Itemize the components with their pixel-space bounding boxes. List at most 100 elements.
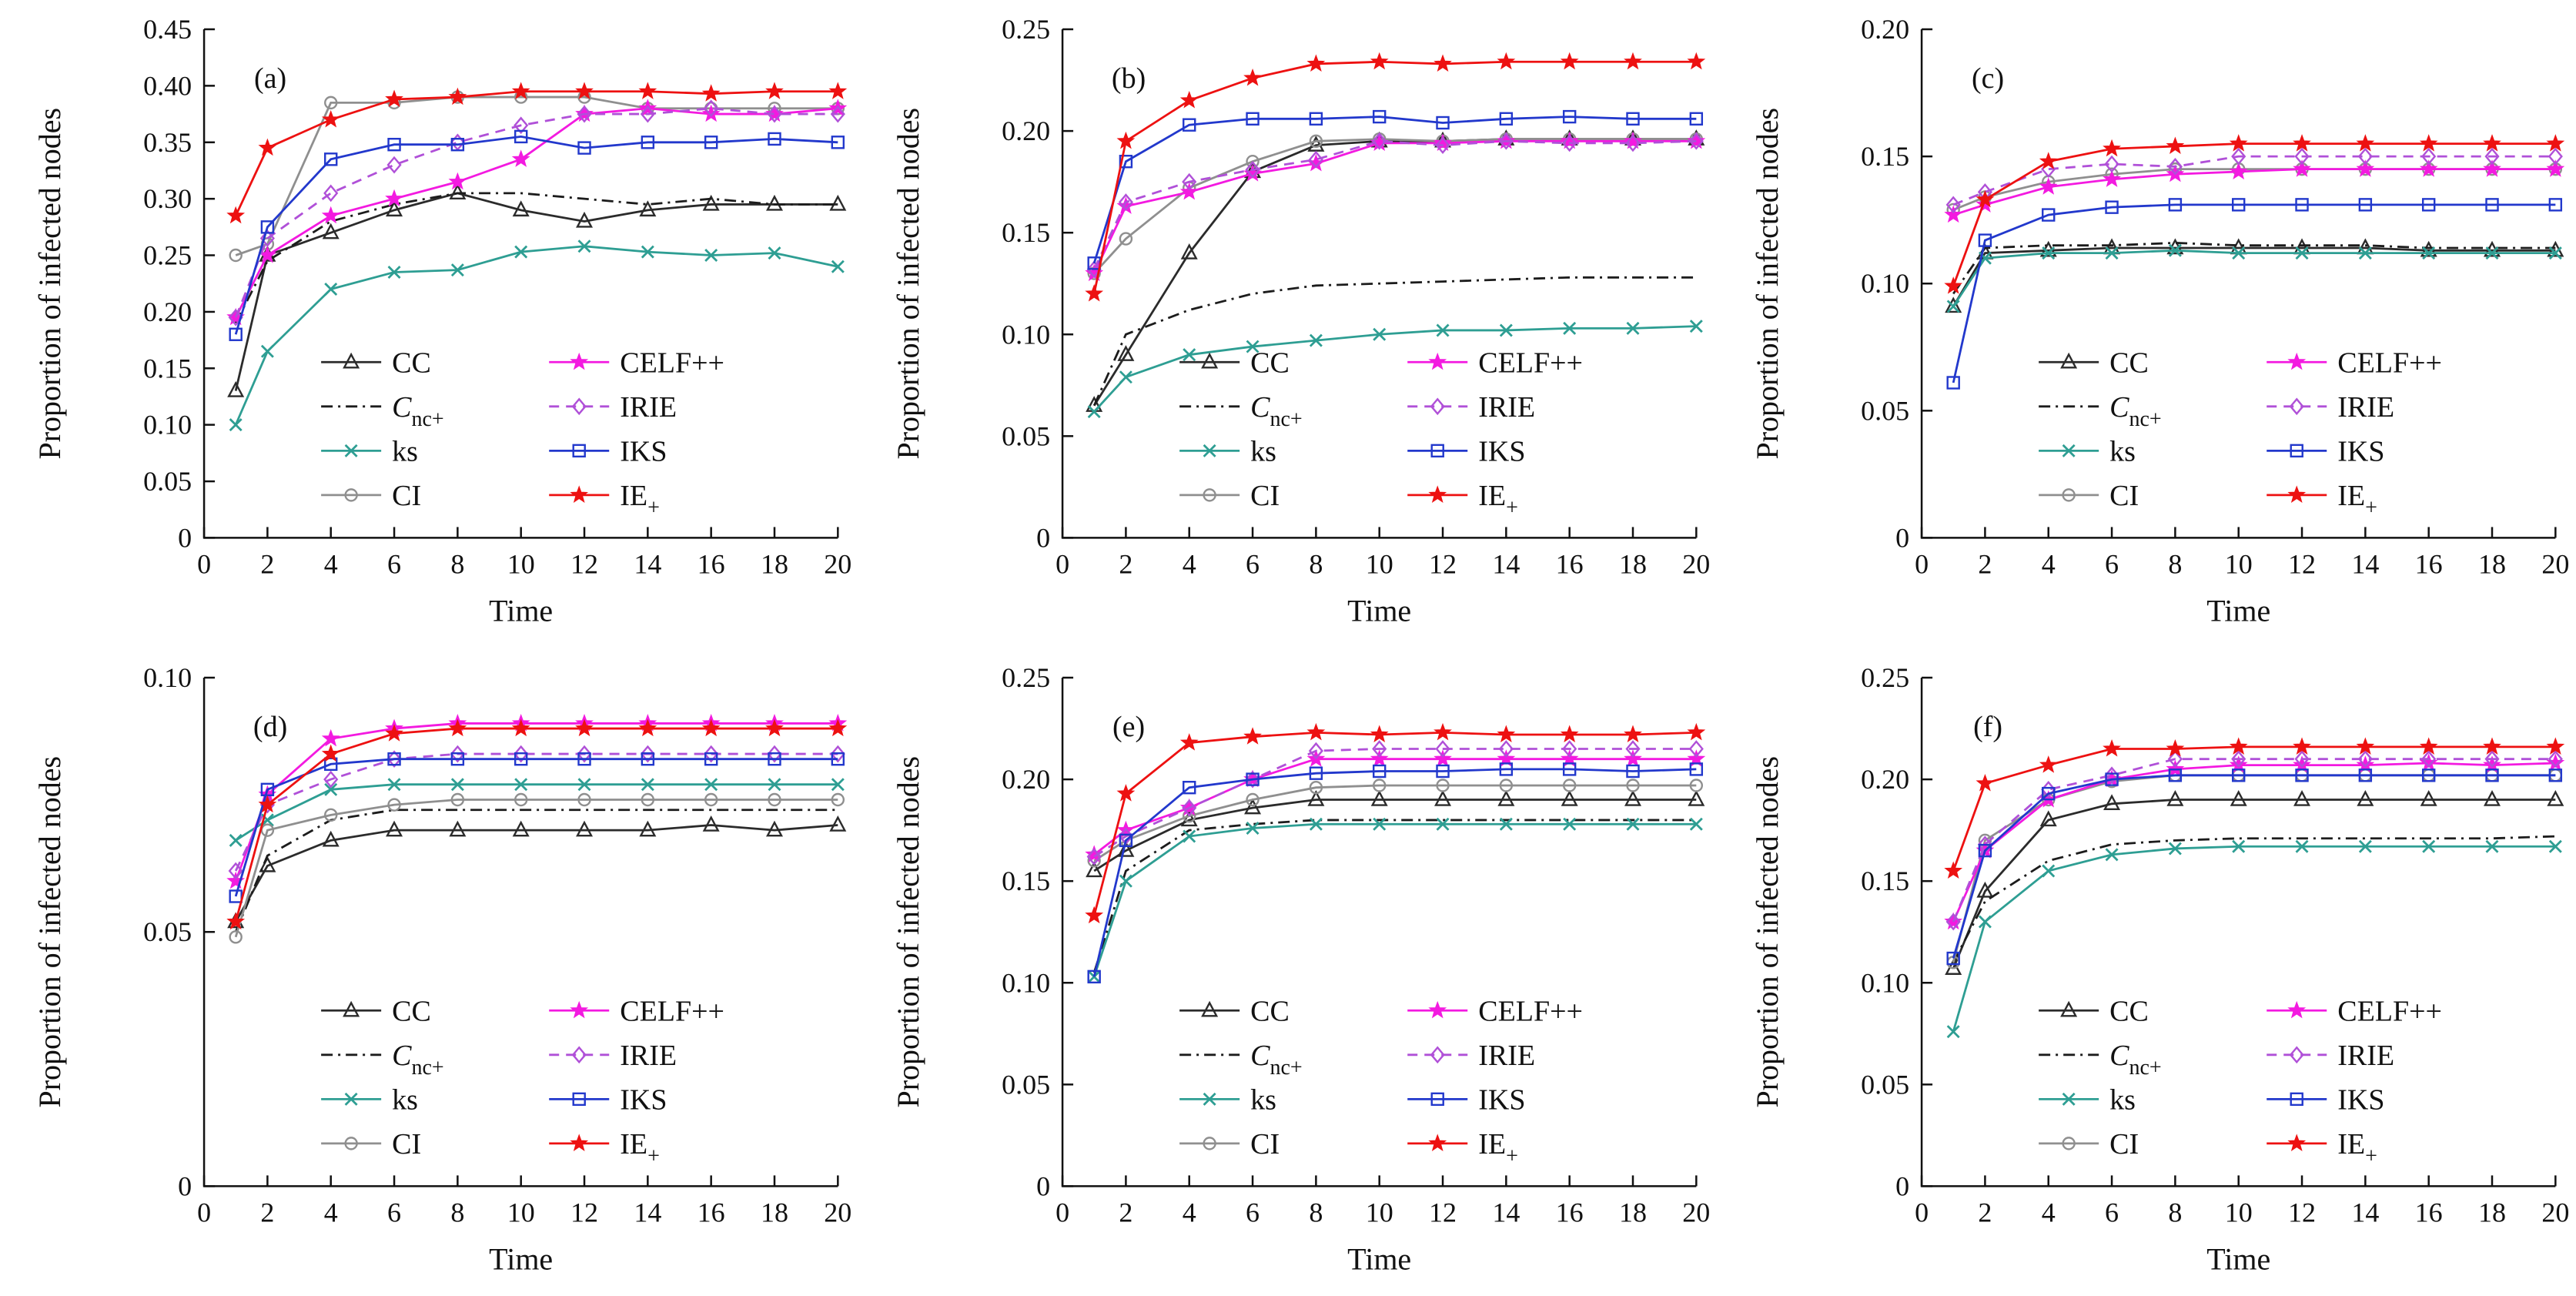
x-marker <box>1310 817 1323 831</box>
x-marker <box>1563 817 1577 831</box>
legend-label: ks <box>2109 435 2136 467</box>
legend-entry-IE: IE+ <box>1407 1127 1518 1167</box>
panel-tag: (e) <box>1112 711 1145 743</box>
circle-marker <box>1203 1136 1217 1150</box>
triangle-marker <box>343 352 360 369</box>
panel-background <box>1717 648 2576 1296</box>
legend-label: CI <box>1250 480 1280 512</box>
square-marker <box>514 129 528 144</box>
y-tick-label: 0.35 <box>143 127 192 158</box>
x-tick-label: 14 <box>1493 1197 1521 1227</box>
star-marker <box>321 728 340 746</box>
square-marker <box>1499 112 1514 126</box>
star-marker <box>1975 195 1994 213</box>
star-marker <box>1180 91 1199 109</box>
legend-entry-ks: ks <box>321 1083 418 1116</box>
x-marker <box>1088 405 1102 419</box>
star-marker <box>2229 162 2248 179</box>
panel-background <box>1717 0 2576 648</box>
y-tick-label: 0.05 <box>143 466 192 497</box>
y-tick-label: 0.15 <box>1861 141 1909 172</box>
circle-marker <box>577 792 591 806</box>
legend-entry-IKS: IKS <box>549 435 667 467</box>
square-marker <box>2231 198 2246 212</box>
legend-entry-IKS: IKS <box>1407 1083 1526 1116</box>
legend-entry-CI: CI <box>2038 1127 2139 1160</box>
diamond-marker <box>1689 132 1705 150</box>
y-tick-label: 0.45 <box>143 14 192 45</box>
star-marker <box>1243 69 1263 86</box>
star-marker <box>1085 283 1104 302</box>
x-tick-label: 20 <box>1683 1197 1711 1227</box>
x-tick-label: 4 <box>1183 548 1196 579</box>
legend-label: ks <box>1250 1083 1276 1116</box>
x-tick-label: 0 <box>1915 548 1929 579</box>
x-tick-label: 2 <box>1119 548 1133 579</box>
series-line-IKS <box>1093 767 1697 977</box>
triangle-marker <box>1688 789 1705 806</box>
star-marker <box>1624 725 1643 742</box>
diamond-marker <box>514 116 529 135</box>
legend-entry-IRIE: IRIE <box>1407 391 1535 424</box>
legend-label: IE+ <box>2337 1127 2377 1167</box>
square-marker <box>831 136 845 149</box>
star-marker <box>765 82 784 99</box>
star-marker <box>701 84 721 102</box>
square-marker <box>387 752 401 765</box>
legend-entry-CC: CC <box>321 995 431 1027</box>
x-tick-label: 8 <box>1310 548 1323 579</box>
legend-entry-CC: CC <box>321 347 431 379</box>
star-marker <box>1561 131 1579 149</box>
series-line-CC <box>1952 246 2555 307</box>
series-line-CI <box>235 95 838 256</box>
legend-entry-IRIE: IRIE <box>549 391 677 424</box>
legend-label: CC <box>1250 347 1290 379</box>
diamond-marker <box>259 229 275 247</box>
triangle-marker <box>1307 789 1325 806</box>
square-marker <box>1430 444 1445 458</box>
x-axis-label: Time <box>1348 593 1412 628</box>
x-tick-label: 2 <box>260 1197 274 1227</box>
x-tick-label: 10 <box>1366 548 1393 579</box>
star-marker <box>2482 159 2501 177</box>
x-tick-label: 10 <box>2224 548 2252 579</box>
x-marker <box>1946 1024 1960 1038</box>
x-tick-label: 20 <box>2541 1197 2569 1227</box>
legend-label: CI <box>2109 1127 2139 1160</box>
legend-label: IRIE <box>2337 391 2394 424</box>
y-tick-label: 0 <box>1036 1170 1050 1201</box>
legend-label: Cnc+ <box>1250 1039 1303 1079</box>
triangle-marker <box>1561 789 1578 806</box>
series-line-Cnc <box>1952 835 2556 963</box>
diamond-marker <box>2289 1045 2304 1063</box>
y-tick-label: 0.10 <box>143 410 192 440</box>
star-marker <box>1370 52 1389 70</box>
x-tick-label: 2 <box>1119 1197 1133 1227</box>
series-line-IKS <box>1952 773 2555 959</box>
diamond-marker <box>1625 739 1641 758</box>
diamond-marker <box>1309 742 1324 759</box>
star-marker <box>258 795 277 812</box>
x-tick-label: 8 <box>450 548 464 579</box>
x-marker <box>577 777 591 791</box>
diamond-marker <box>2294 147 2310 166</box>
diamond-marker <box>386 749 402 768</box>
square-marker <box>1310 112 1323 126</box>
x-tick-label: 14 <box>634 548 661 579</box>
star-marker <box>1116 783 1136 802</box>
square-marker <box>2358 768 2372 782</box>
star-marker <box>2102 139 2121 157</box>
diamond-marker <box>386 156 402 174</box>
x-marker <box>514 777 528 791</box>
x-marker <box>2168 243 2182 257</box>
y-tick-label: 0.05 <box>143 916 192 947</box>
x-tick-label: 18 <box>2478 1197 2506 1227</box>
x-tick-label: 0 <box>1915 1197 1929 1227</box>
legend-label: CC <box>1250 995 1290 1027</box>
x-marker <box>1246 821 1260 835</box>
square-marker <box>1246 772 1260 786</box>
legend-label: IKS <box>620 435 667 467</box>
diamond-marker <box>323 184 339 203</box>
star-marker <box>638 82 657 99</box>
x-marker <box>2062 1092 2076 1106</box>
